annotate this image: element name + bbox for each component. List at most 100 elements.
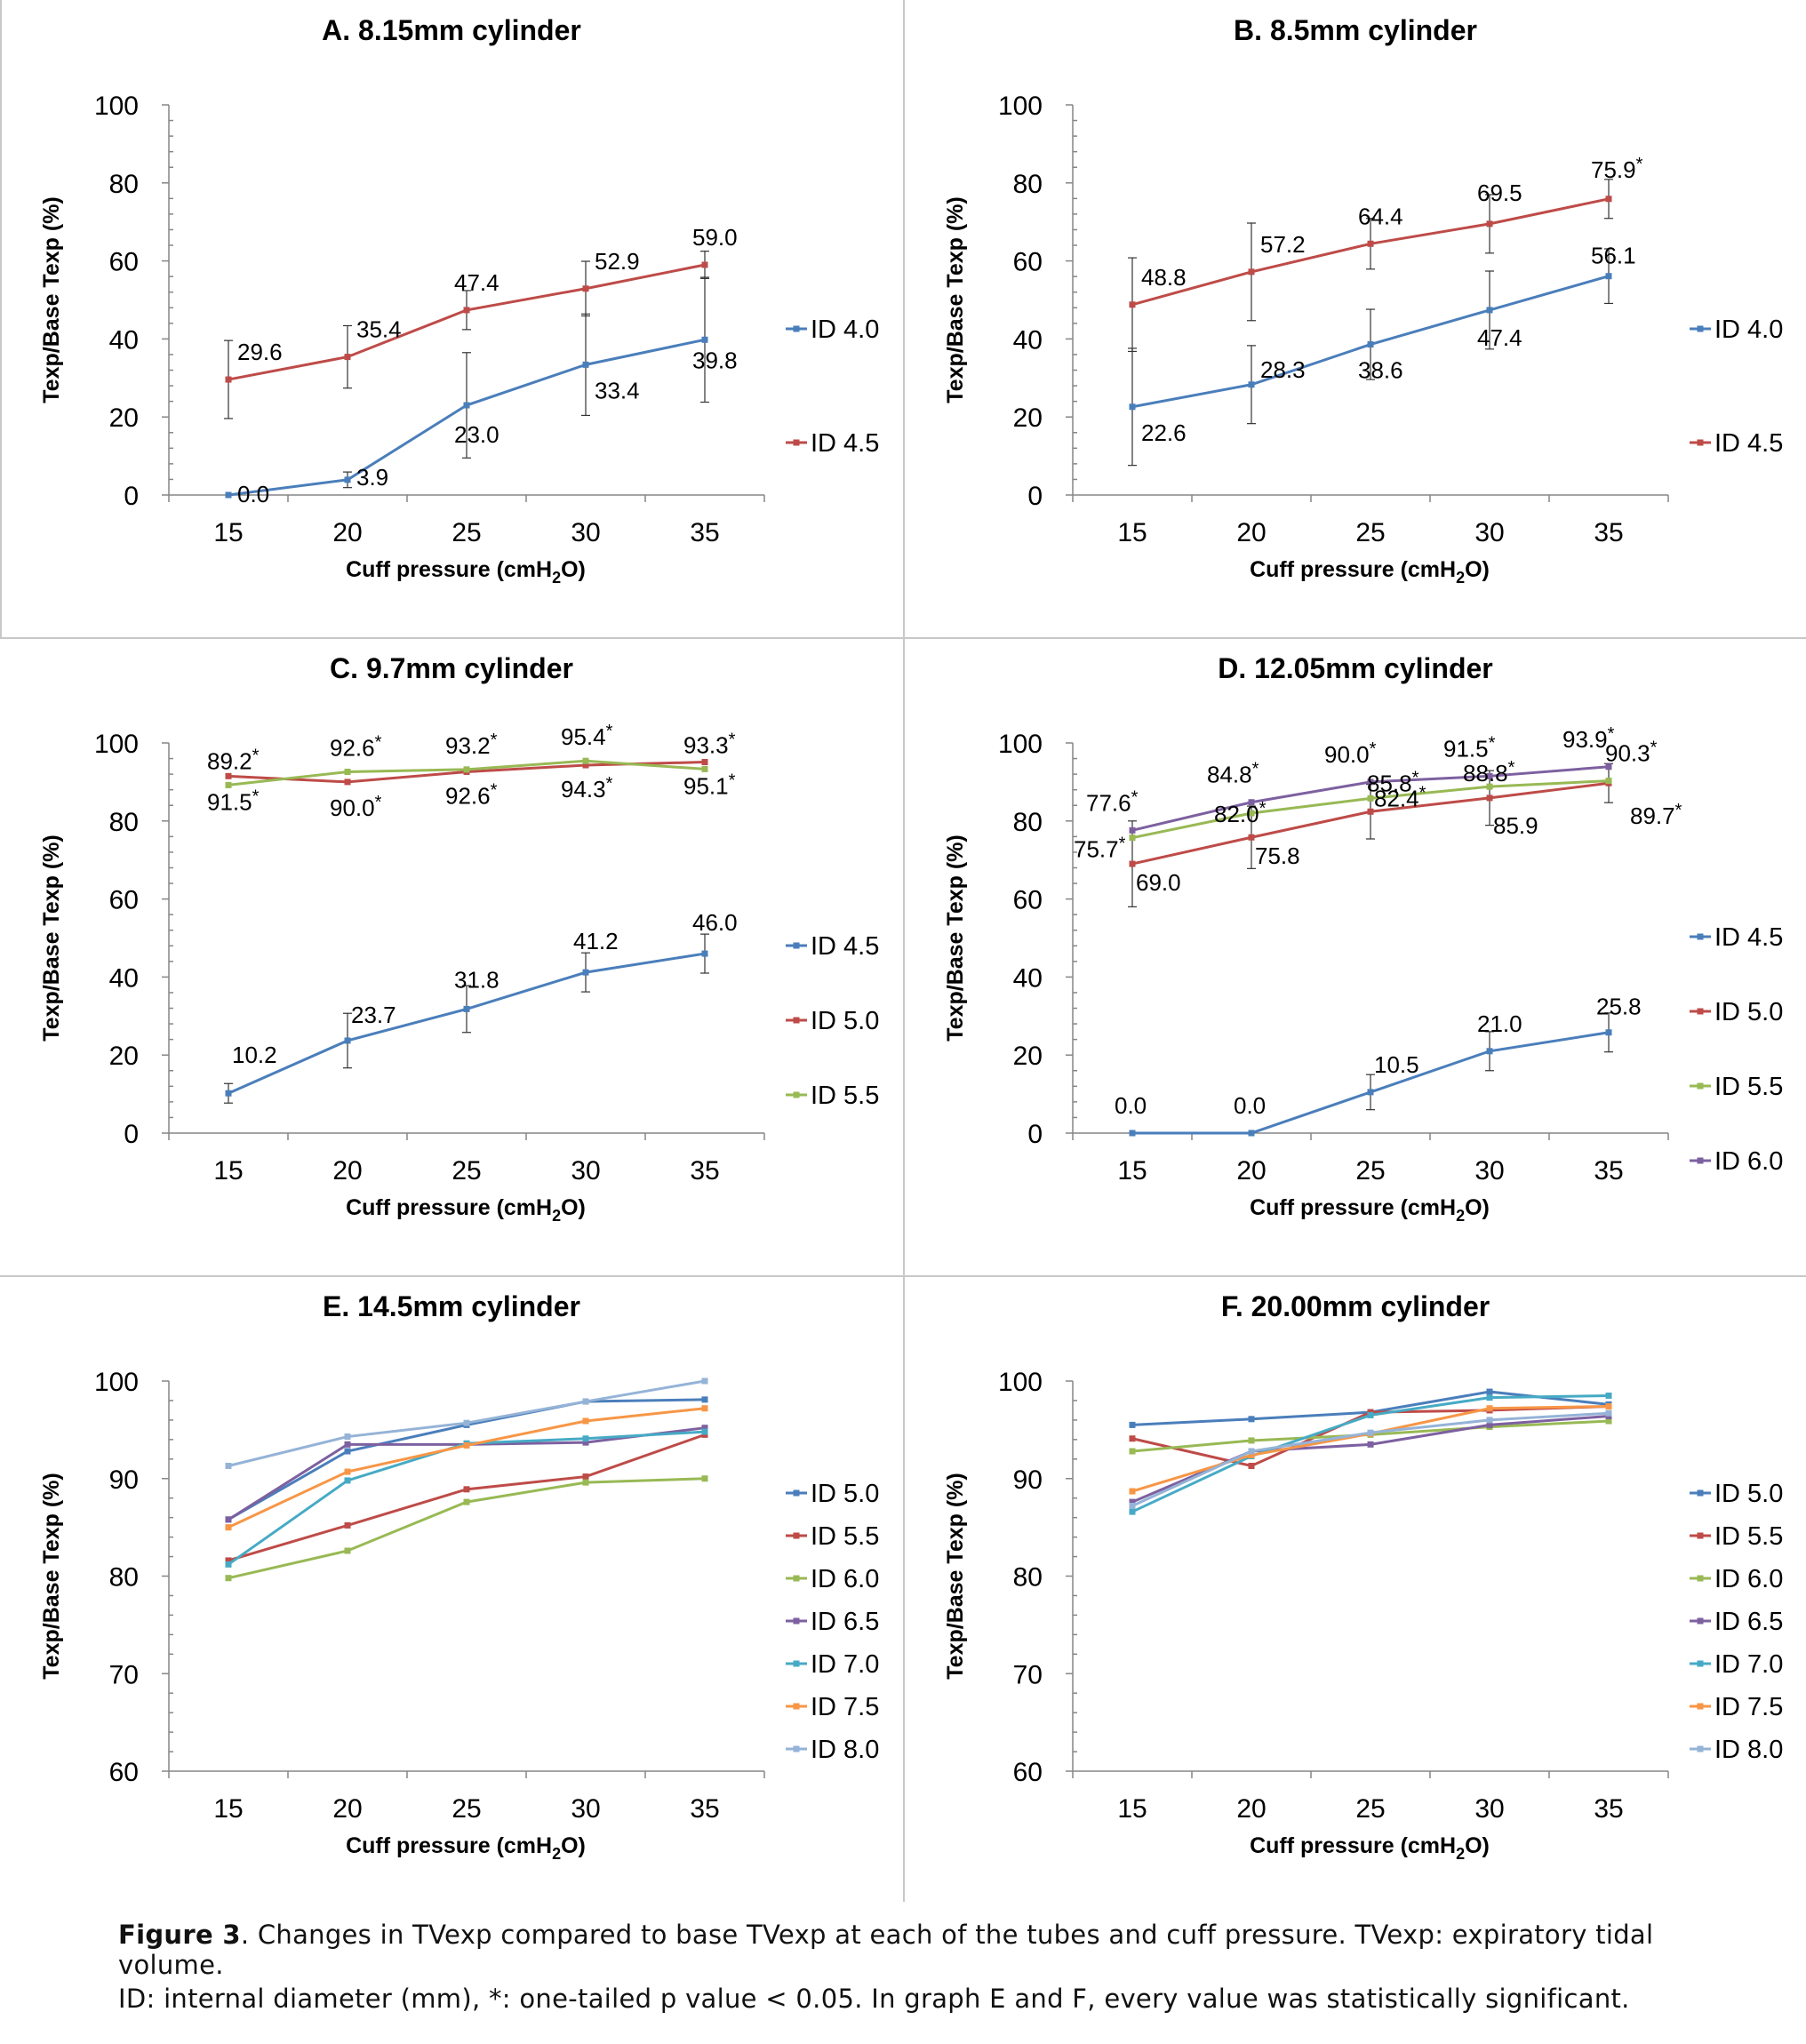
legend-marker: [1697, 1703, 1704, 1710]
y-tick-label: 60: [1013, 1758, 1043, 1787]
chart-title: C. 9.7mm cylinder: [330, 652, 573, 684]
data-point: [1129, 1498, 1136, 1505]
data-point: [225, 781, 232, 788]
data-label: 94.3*: [561, 774, 613, 802]
x-tick-label: 30: [1474, 1156, 1504, 1186]
y-tick-label: 20: [109, 403, 139, 433]
y-axis-title: Texp/Base Texp (%): [943, 834, 968, 1041]
y-tick-label: 80: [109, 808, 139, 837]
x-tick-label: 35: [1594, 518, 1623, 547]
data-point: [344, 1468, 351, 1475]
data-point: [1129, 1502, 1136, 1509]
data-label: 0.0: [1115, 1092, 1147, 1119]
x-tick-label: 20: [1236, 1156, 1266, 1186]
data-label: 38.6: [1358, 357, 1403, 384]
legend-marker: [793, 1532, 800, 1539]
caption-line-2: ID: internal diameter (mm), *: one-taile…: [118, 1984, 1630, 2014]
data-point: [1248, 834, 1255, 841]
data-point: [344, 768, 351, 775]
data-label: 47.4: [1477, 324, 1522, 351]
data-label: 64.4: [1358, 203, 1403, 229]
legend-marker: [1697, 1157, 1704, 1164]
y-tick-label: 20: [1013, 403, 1043, 433]
x-tick-label: 30: [1474, 1794, 1504, 1824]
legend-marker: [793, 1703, 800, 1710]
data-point: [344, 476, 351, 483]
data-point: [1248, 1448, 1255, 1455]
chart-title: F. 20.00mm cylinder: [1221, 1290, 1490, 1322]
data-point: [582, 1473, 589, 1481]
legend-item: ID 5.5: [786, 1082, 879, 1110]
data-label: 23.0: [454, 421, 499, 448]
legend-item: ID 8.0: [786, 1736, 879, 1764]
y-tick-label: 40: [109, 963, 139, 993]
data-point: [1248, 1462, 1255, 1469]
data-point: [701, 950, 708, 957]
series-line: [228, 1433, 706, 1562]
data-point: [1486, 794, 1493, 802]
x-tick-label: 30: [571, 1156, 600, 1186]
data-label: 90.0*: [1324, 739, 1377, 768]
legend-label: ID 4.0: [811, 315, 879, 344]
y-tick-label: 80: [1013, 170, 1043, 199]
legend-label: ID 7.0: [811, 1650, 879, 1679]
chart-panel-f: F. 20.00mm cylinder 60 70 80 90 100 15 20 25 30 35…: [943, 1290, 1783, 1863]
x-tick-label: 35: [1594, 1156, 1623, 1186]
y-tick-label: 80: [1013, 1563, 1043, 1593]
data-point: [1486, 220, 1493, 228]
data-point: [1129, 1448, 1136, 1455]
x-tick-label: 30: [1474, 518, 1504, 547]
legend-item: ID 5.0: [1690, 1480, 1783, 1508]
x-tick-label: 25: [452, 518, 481, 547]
legend-label: ID 6.0: [811, 1565, 879, 1593]
legend-marker: [793, 1617, 800, 1625]
data-label: 59.0: [692, 224, 738, 251]
x-tick-label: 15: [213, 1156, 243, 1186]
data-label: 93.3*: [683, 730, 736, 758]
chart-panel-a: A. 8.15mm cylinder 0 20 40 60 80 100 15 20 25 30 35…: [39, 14, 879, 587]
data-label: 82.4*: [1374, 783, 1426, 811]
data-point: [1605, 763, 1612, 770]
data-label: 84.8*: [1207, 760, 1259, 788]
legend-marker: [1697, 1575, 1704, 1582]
data-label: 95.4*: [561, 722, 613, 750]
legend-item: ID 5.5: [786, 1522, 879, 1551]
y-axis-title: Texp/Base Texp (%): [39, 834, 64, 1041]
data-point: [1367, 240, 1374, 247]
data-label: 77.6*: [1086, 787, 1139, 816]
data-label: 56.1: [1591, 243, 1636, 269]
data-label: 31.8: [454, 966, 499, 993]
legend-item: ID 4.5: [786, 429, 879, 458]
data-point: [582, 1417, 589, 1425]
data-label: 85.9: [1493, 812, 1538, 839]
legend-marker: [1697, 933, 1704, 940]
legend-item: ID 4.5: [786, 932, 879, 961]
data-point: [225, 1090, 232, 1097]
x-tick-label: 25: [452, 1794, 481, 1824]
x-axis-title: Cuff pressure (cmH2O): [1250, 557, 1490, 587]
legend-label: ID 6.5: [1714, 1608, 1783, 1636]
y-tick-label: 60: [109, 886, 139, 915]
legend-label: ID 5.0: [1714, 1480, 1783, 1508]
data-point: [225, 376, 232, 383]
y-tick-label: 80: [109, 170, 139, 199]
data-label: 46.0: [692, 909, 738, 936]
legend-label: ID 5.0: [811, 1007, 879, 1035]
data-point: [344, 1448, 351, 1455]
chart-title: E. 14.5mm cylinder: [323, 1290, 580, 1322]
chart-panel-b: B. 8.5mm cylinder 0 20 40 60 80 100 15 20 25 30 35 C…: [943, 14, 1783, 587]
data-point: [582, 762, 589, 769]
data-label: 93.2*: [445, 731, 498, 759]
y-tick-label: 80: [109, 1563, 139, 1593]
y-tick-label: 20: [109, 1042, 139, 1071]
data-point: [1605, 1417, 1612, 1425]
x-axis-title: Cuff pressure (cmH2O): [346, 1833, 586, 1863]
data-point: [1129, 860, 1136, 867]
data-point: [225, 1462, 232, 1469]
data-point: [463, 1005, 470, 1012]
x-tick-label: 35: [1594, 1794, 1623, 1824]
data-point: [225, 1575, 232, 1582]
y-tick-label: 20: [1013, 1042, 1043, 1071]
data-point: [582, 1398, 589, 1405]
chart-title: A. 8.15mm cylinder: [322, 14, 581, 46]
